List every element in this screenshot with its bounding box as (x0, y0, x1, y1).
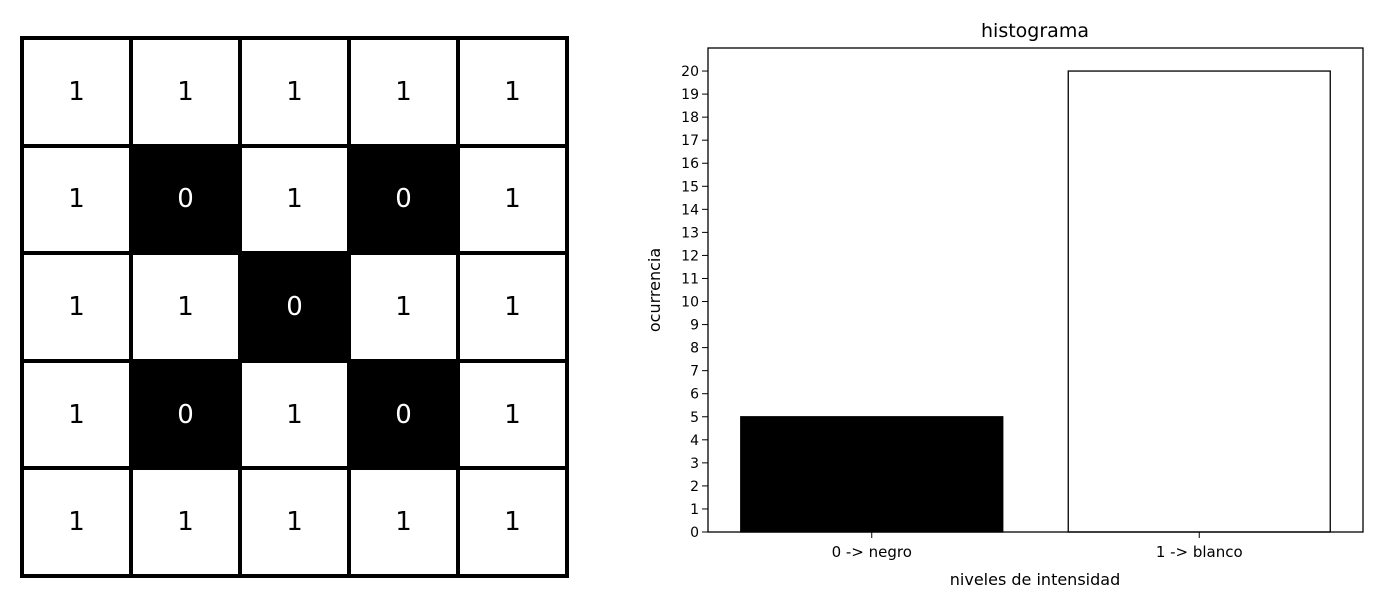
matrix-cell: 0 (351, 147, 460, 256)
matrix-cell: 1 (133, 255, 242, 363)
y-tick-label: 0 (690, 525, 699, 541)
y-tick-label: 6 (690, 387, 699, 403)
y-tick-label: 17 (681, 133, 699, 149)
y-tick-label: 19 (681, 87, 699, 103)
matrix-cell: 1 (133, 470, 242, 578)
matrix-cell: 1 (460, 470, 569, 578)
matrix-cell: 0 (133, 147, 242, 256)
matrix-cell: 1 (24, 362, 133, 471)
y-tick-label: 11 (681, 271, 699, 287)
y-axis-label: ocurrencia (645, 248, 664, 332)
y-tick-label: 14 (681, 202, 699, 218)
y-tick-label: 16 (681, 156, 699, 172)
y-tick-label: 18 (681, 110, 699, 126)
matrix-cell: 1 (351, 470, 460, 578)
matrix-cell: 1 (242, 147, 351, 256)
bar-0 (740, 416, 1004, 533)
matrix-cell: 1 (133, 40, 242, 148)
matrix-cell: 1 (242, 470, 351, 578)
y-tick-label: 13 (681, 225, 699, 241)
y-tick-label: 3 (690, 456, 699, 472)
matrix-cell: 0 (133, 362, 242, 471)
histogram-svg: histograma 01234567891011121314151617181… (645, 20, 1364, 589)
y-tick-label: 8 (690, 341, 699, 357)
matrix-cell: 1 (460, 147, 569, 256)
x-axis-ticks: 0 -> negro 1 -> blanco (832, 532, 1243, 561)
matrix-cell: 1 (460, 40, 569, 148)
matrix-cell: 0 (242, 255, 351, 363)
matrix-cell: 1 (242, 362, 351, 471)
y-tick-label: 5 (690, 410, 699, 426)
y-tick-label: 12 (681, 248, 699, 264)
chart-title: histograma (981, 20, 1089, 42)
matrix-cell: 0 (351, 362, 460, 471)
matrix-cell: 1 (242, 40, 351, 148)
bar-1 (1067, 70, 1331, 533)
bars-group (740, 70, 1331, 533)
matrix-cell: 1 (24, 147, 133, 256)
y-tick-label: 1 (690, 502, 699, 518)
x-axis-label: niveles de intensidad (950, 570, 1120, 589)
y-tick-label: 7 (690, 364, 699, 380)
y-tick-label: 2 (690, 479, 699, 495)
y-tick-label: 9 (690, 318, 699, 334)
matrix-cell: 1 (24, 255, 133, 363)
plot-frame (707, 47, 1364, 533)
matrix-cell: 1 (351, 255, 460, 363)
matrix-cell: 1 (351, 40, 460, 148)
y-tick-label: 4 (690, 433, 699, 449)
y-tick-label: 10 (681, 295, 699, 311)
matrix-cell: 1 (24, 470, 133, 578)
x-tick-label: 0 -> negro (832, 543, 912, 561)
matrix-cell: 1 (24, 40, 133, 148)
histogram-chart: histograma 0 1 2 3 4 5 6 7 8 9 10 11 12 13 14 15 16 17 18 1… (630, 10, 1370, 595)
x-tick-label: 1 -> blanco (1156, 543, 1243, 561)
matrix-cell: 1 (460, 362, 569, 471)
matrix-cell: 1 (460, 255, 569, 363)
y-tick-label: 20 (681, 64, 699, 80)
y-tick-label: 15 (681, 179, 699, 195)
